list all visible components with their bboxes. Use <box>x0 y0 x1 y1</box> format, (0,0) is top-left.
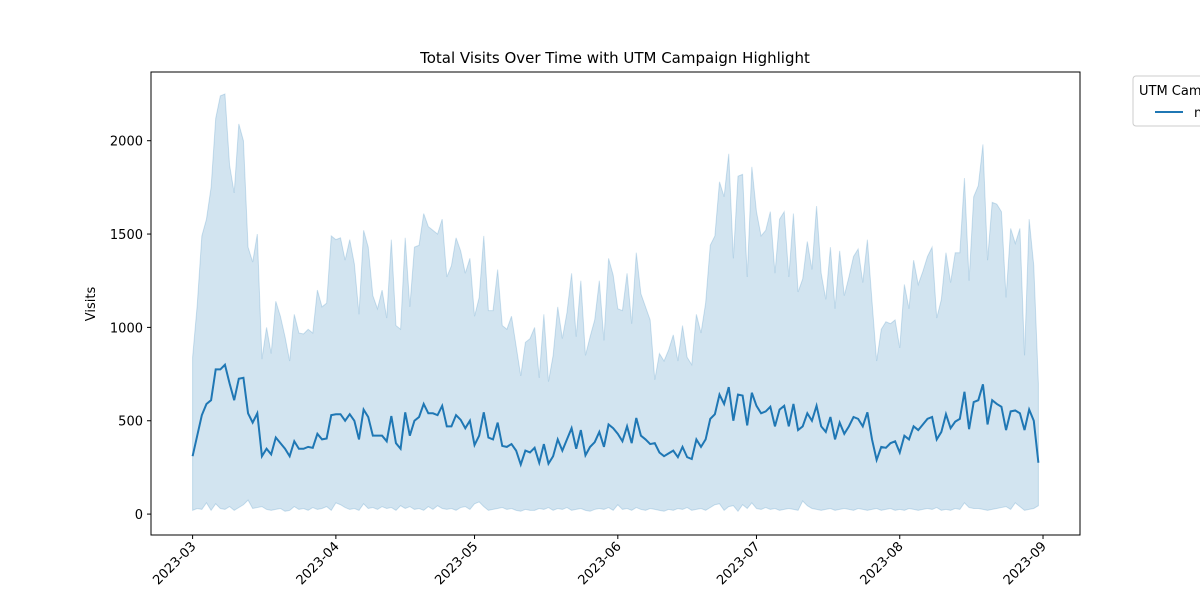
x-tick-label: 2023-07 <box>714 539 763 588</box>
plot-frame <box>150 71 1081 536</box>
legend-label: none <box>1194 106 1200 121</box>
line <box>191 362 1040 468</box>
y-tick-label: 1500 <box>110 228 143 243</box>
y-axis-label: Visits <box>84 287 99 322</box>
x-tick-label: 2023-09 <box>1001 539 1050 588</box>
x-tick-label: 2023-05 <box>432 539 481 588</box>
y-tick-label: 1000 <box>110 321 143 336</box>
legend-title: UTM Campaign <box>1139 84 1200 99</box>
x-tick-label: 2023-04 <box>294 539 343 588</box>
x-tick-label: 2023-03 <box>150 539 199 588</box>
y-tick-label: 2000 <box>110 135 143 150</box>
y-tick-label: 0 <box>135 508 143 523</box>
y-tick-label: 500 <box>118 415 143 430</box>
chart-title: Total Visits Over Time with UTM Campaign… <box>419 49 810 67</box>
legend-box <box>1132 75 1200 127</box>
x-tick-label: 2023-06 <box>576 539 625 588</box>
x-tick-label: 2023-08 <box>858 539 907 588</box>
confidence-band <box>192 93 1039 513</box>
legend: UTM Campaign none <box>1132 75 1200 127</box>
